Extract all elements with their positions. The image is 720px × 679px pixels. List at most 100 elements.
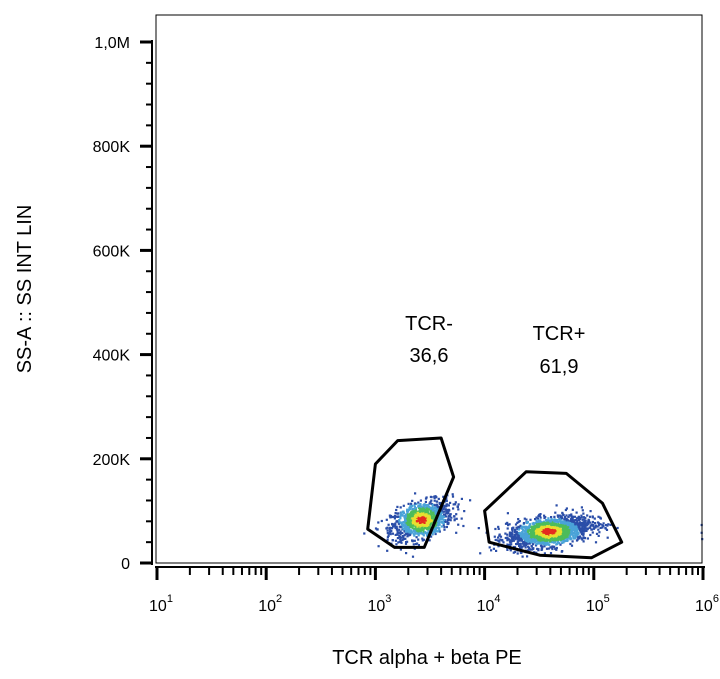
event-dot bbox=[415, 536, 418, 539]
event-dot bbox=[412, 529, 415, 532]
event-dot bbox=[400, 541, 403, 544]
event-dot bbox=[391, 527, 394, 530]
event-dot bbox=[531, 548, 534, 551]
event-dot bbox=[449, 501, 452, 504]
event-dot bbox=[584, 516, 587, 520]
event-dot bbox=[414, 507, 417, 510]
event-dot bbox=[438, 523, 441, 526]
event-dot bbox=[430, 499, 433, 502]
event-dot bbox=[420, 519, 423, 522]
event-dot bbox=[395, 525, 398, 528]
event-dot bbox=[425, 524, 428, 527]
event-dot bbox=[437, 505, 440, 509]
event-dot bbox=[406, 540, 409, 543]
event-dot bbox=[523, 530, 527, 533]
event-dot bbox=[421, 539, 424, 542]
event-dot bbox=[607, 523, 610, 526]
event-dot bbox=[580, 516, 583, 519]
event-dot bbox=[570, 544, 574, 547]
event-dot bbox=[408, 523, 411, 526]
event-dot bbox=[396, 505, 399, 508]
event-dot bbox=[551, 530, 554, 533]
event-dot bbox=[440, 511, 443, 514]
event-dot bbox=[430, 496, 433, 499]
event-dot bbox=[421, 510, 425, 513]
event-dot bbox=[404, 518, 407, 521]
y-tick-label: 800K bbox=[93, 139, 131, 156]
event-dot bbox=[581, 538, 584, 541]
event-dot bbox=[557, 524, 560, 527]
event-dot bbox=[389, 531, 392, 534]
gate-percent-label: 61,9 bbox=[540, 356, 579, 378]
event-dot bbox=[426, 527, 429, 531]
event-dot bbox=[565, 532, 568, 535]
event-dot bbox=[549, 534, 552, 537]
event-dot bbox=[554, 541, 557, 544]
event-dot bbox=[428, 515, 431, 518]
event-dot bbox=[396, 530, 399, 533]
event-dot bbox=[542, 528, 545, 531]
event-dot bbox=[420, 506, 423, 509]
event-dot bbox=[559, 538, 562, 541]
event-dot bbox=[406, 512, 409, 515]
event-dot bbox=[555, 546, 558, 550]
event-dot bbox=[545, 539, 548, 542]
event-dot bbox=[572, 520, 575, 523]
event-dot bbox=[563, 515, 566, 519]
event-dot bbox=[529, 537, 532, 540]
event-dot bbox=[549, 531, 552, 534]
event-dot bbox=[404, 513, 407, 516]
event-dot bbox=[446, 518, 450, 521]
event-dot bbox=[605, 528, 609, 531]
event-dot bbox=[520, 527, 524, 530]
event-dot bbox=[415, 525, 418, 528]
event-dot bbox=[415, 520, 418, 523]
event-dot bbox=[541, 539, 544, 542]
event-dot bbox=[404, 519, 407, 522]
event-dot bbox=[560, 515, 563, 518]
event-dot bbox=[460, 497, 463, 500]
event-dot bbox=[444, 508, 447, 511]
event-dot bbox=[563, 527, 566, 530]
event-dot bbox=[414, 532, 417, 535]
event-dot bbox=[597, 524, 601, 527]
event-dot bbox=[431, 505, 434, 508]
event-dot bbox=[517, 520, 520, 523]
event-dot bbox=[524, 539, 527, 542]
event-dot bbox=[417, 507, 421, 510]
event-dot bbox=[403, 521, 406, 524]
event-dot bbox=[509, 549, 512, 552]
event-dot bbox=[427, 519, 430, 522]
event-dot bbox=[398, 540, 401, 543]
event-dot bbox=[577, 524, 580, 527]
event-dot bbox=[593, 526, 596, 529]
event-dot bbox=[597, 528, 600, 531]
event-dot bbox=[523, 535, 526, 538]
event-dot bbox=[576, 536, 579, 539]
event-dot bbox=[520, 532, 523, 535]
event-dot bbox=[544, 528, 548, 531]
event-dot bbox=[494, 538, 497, 541]
event-dot bbox=[563, 534, 566, 538]
event-dot bbox=[454, 501, 457, 504]
event-dot bbox=[506, 543, 509, 546]
event-dot bbox=[504, 536, 507, 540]
event-dot bbox=[422, 511, 425, 514]
event-dot bbox=[529, 542, 532, 545]
event-dot bbox=[563, 533, 566, 536]
event-dot bbox=[569, 514, 572, 517]
event-dot bbox=[400, 522, 404, 525]
event-dot bbox=[517, 525, 520, 528]
event-dot bbox=[516, 542, 519, 546]
event-dot bbox=[549, 546, 552, 549]
event-dot bbox=[413, 534, 416, 537]
event-dot bbox=[584, 529, 588, 532]
event-dot bbox=[563, 540, 566, 543]
event-dot bbox=[407, 518, 410, 521]
event-dot bbox=[582, 530, 585, 533]
event-dot bbox=[445, 512, 448, 515]
event-dot bbox=[477, 527, 480, 530]
event-dot bbox=[520, 546, 523, 549]
event-dot bbox=[525, 530, 528, 533]
event-dot bbox=[562, 539, 565, 542]
